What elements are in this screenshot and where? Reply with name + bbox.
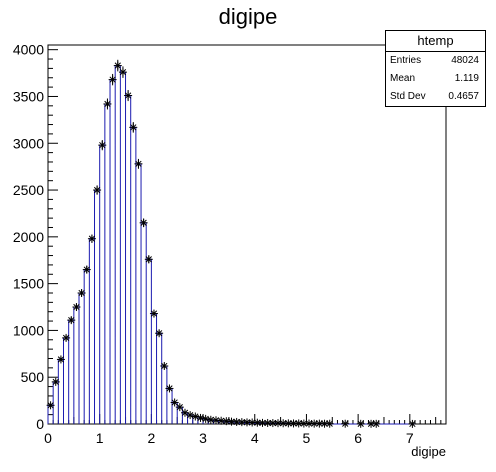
data-point-marker — [139, 218, 148, 227]
data-point-marker — [46, 401, 55, 410]
stats-row-stddev: Std Dev 0.4657 — [386, 88, 485, 106]
y-tick-label: 3500 — [13, 88, 44, 104]
data-point-marker — [144, 255, 153, 264]
data-point-marker — [82, 265, 91, 274]
data-point-marker — [51, 377, 60, 386]
data-point-marker — [341, 419, 350, 428]
y-tick-label: 500 — [21, 369, 45, 385]
stats-value: 48024 — [451, 55, 479, 66]
stats-value: 1.119 — [454, 73, 479, 84]
stats-label: Mean — [390, 73, 416, 84]
y-tick-label: 3000 — [13, 135, 44, 151]
data-point-marker — [77, 288, 86, 297]
chart-title: digipe — [218, 4, 278, 29]
data-point-marker — [108, 75, 117, 84]
data-point-marker — [320, 419, 329, 428]
stats-value: 0.4657 — [448, 91, 479, 102]
data-point-marker — [289, 419, 298, 428]
data-point-marker — [113, 61, 122, 70]
data-point-marker — [93, 186, 102, 195]
data-point-marker — [160, 361, 169, 370]
y-tick-label: 2000 — [13, 229, 44, 245]
histogram-line — [47, 65, 416, 425]
y-tick-label: 2500 — [13, 182, 44, 198]
x-tick-label: 0 — [44, 430, 52, 446]
data-point-marker — [155, 329, 164, 338]
stats-row-entries: Entries 48024 — [386, 52, 485, 70]
stats-label: Entries — [390, 55, 422, 66]
stats-label: Std Dev — [390, 91, 426, 102]
x-tick-label: 2 — [147, 430, 155, 446]
data-point-marker — [149, 309, 158, 318]
y-tick-label: 4000 — [13, 42, 44, 58]
data-point-marker — [134, 159, 143, 168]
data-point-marker — [206, 415, 215, 424]
x-tick-label: 5 — [303, 430, 311, 446]
data-point-marker — [372, 419, 381, 428]
x-tick-label: 7 — [406, 430, 414, 446]
data-point-marker — [124, 91, 133, 100]
x-tick-label: 4 — [251, 430, 259, 446]
stats-box-title: htemp — [386, 31, 485, 52]
data-point-marker — [72, 303, 81, 312]
data-point-marker — [237, 418, 246, 427]
y-tick-label: 1500 — [13, 276, 44, 292]
data-point-marker — [217, 416, 226, 425]
data-point-marker — [98, 141, 107, 150]
data-point-marker — [222, 417, 231, 426]
data-point-marker — [408, 419, 417, 428]
data-point-marker — [170, 398, 179, 407]
data-point-marker — [356, 419, 365, 428]
data-point-marker — [201, 414, 210, 423]
x-axis-label: digipe — [411, 444, 446, 459]
data-point-marker — [305, 419, 314, 428]
x-tick-label: 6 — [354, 430, 362, 446]
data-point-marker — [196, 413, 205, 422]
data-point-marker — [211, 416, 220, 425]
data-point-marker — [191, 412, 200, 421]
data-point-marker — [294, 419, 303, 428]
stats-row-mean: Mean 1.119 — [386, 70, 485, 88]
data-point-marker — [325, 419, 334, 428]
data-point-marker — [175, 403, 184, 412]
data-point-marker — [103, 99, 112, 108]
data-point-marker — [56, 355, 65, 364]
data-point-marker — [263, 418, 272, 427]
data-point-marker — [67, 316, 76, 325]
data-point-marker — [186, 411, 195, 420]
x-tick-label: 1 — [96, 430, 104, 446]
y-tick-label: 0 — [36, 416, 44, 432]
data-point-marker — [118, 68, 127, 77]
data-point-marker — [274, 419, 283, 428]
y-tick-label: 1000 — [13, 322, 44, 338]
stats-box: htemp Entries 48024 Mean 1.119 Std Dev 0… — [385, 30, 486, 107]
data-point-marker — [62, 333, 71, 342]
data-point-marker — [87, 234, 96, 243]
data-point-marker — [165, 384, 174, 393]
data-point-marker — [129, 123, 138, 132]
x-tick-label: 3 — [199, 430, 207, 446]
